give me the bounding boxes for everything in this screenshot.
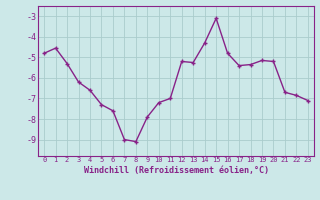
X-axis label: Windchill (Refroidissement éolien,°C): Windchill (Refroidissement éolien,°C) [84,166,268,175]
